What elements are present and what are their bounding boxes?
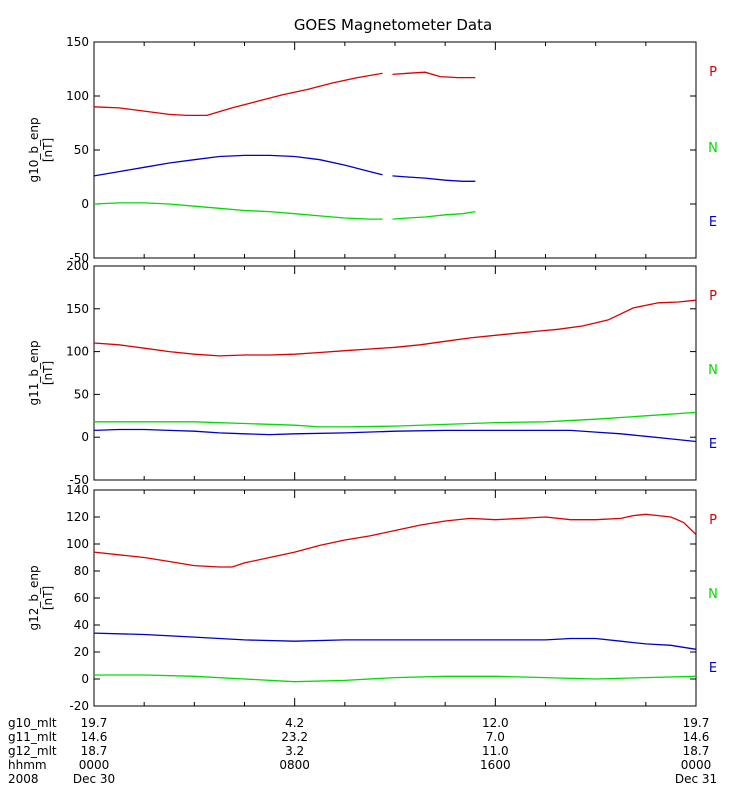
y-axis-unit: [nT] bbox=[41, 361, 55, 385]
x-tick-value: 4.2 bbox=[285, 716, 304, 730]
x-tick-value: 14.6 bbox=[81, 730, 108, 744]
x-tick-value: 1600 bbox=[480, 758, 511, 772]
x-tick-value: 19.7 bbox=[683, 716, 710, 730]
series-line-n bbox=[94, 674, 696, 683]
y-tick-label: 200 bbox=[66, 259, 89, 273]
y-tick-label: 50 bbox=[74, 143, 89, 157]
x-tick-value: 12.0 bbox=[482, 716, 509, 730]
x-tick-value: 11.0 bbox=[482, 744, 509, 758]
chart-title: GOES Magnetometer Data bbox=[294, 16, 492, 34]
y-axis-unit: [nT] bbox=[41, 138, 55, 162]
component-label-n: N bbox=[708, 141, 718, 156]
plot-frame bbox=[93, 489, 697, 707]
y-tick-label: 40 bbox=[74, 618, 89, 632]
y-tick-label: 0 bbox=[81, 672, 89, 686]
series-line-e bbox=[94, 154, 383, 177]
y-tick-label: 150 bbox=[66, 35, 89, 49]
component-label-e: E bbox=[709, 437, 717, 452]
panel-3: -20 0 20 40 60 80 100 120 140 g12_b_enp [nT] P N E bbox=[27, 483, 718, 713]
plot-frame bbox=[93, 265, 697, 481]
y-tick-label: 0 bbox=[81, 430, 89, 444]
y-tick-label: 100 bbox=[66, 89, 89, 103]
series-line-n bbox=[94, 411, 696, 428]
component-label-p: P bbox=[709, 289, 717, 304]
y-tick-label: -50 bbox=[69, 251, 89, 265]
y-tick-label: 100 bbox=[66, 345, 89, 359]
x-tick-value: 18.7 bbox=[81, 744, 108, 758]
y-axis-label: g11_b_enp bbox=[27, 340, 41, 405]
series-line-n bbox=[392, 210, 476, 220]
series-line-p bbox=[94, 72, 383, 117]
panel-2: -50 0 50 100 150 200 g11_b_enp [nT] P N E bbox=[27, 259, 718, 487]
x-row-label: g11_mlt bbox=[8, 730, 57, 744]
series-line-p bbox=[392, 71, 476, 79]
component-label-n: N bbox=[708, 587, 718, 602]
component-label-e: E bbox=[709, 215, 717, 230]
component-label-p: P bbox=[709, 65, 717, 80]
x-tick-value: 14.6 bbox=[683, 730, 710, 744]
x-tick-value: Dec 30 bbox=[73, 772, 115, 786]
y-tick-label: 140 bbox=[66, 483, 89, 497]
series-line-e bbox=[392, 175, 476, 182]
x-tick-value: Dec 31 bbox=[675, 772, 717, 786]
y-tick-label: 50 bbox=[74, 387, 89, 401]
y-axis-unit: [nT] bbox=[41, 586, 55, 610]
component-label-n: N bbox=[708, 363, 718, 378]
x-tick-value: 0000 bbox=[79, 758, 110, 772]
x-tick-value: 0000 bbox=[681, 758, 712, 772]
series-line-n bbox=[94, 202, 383, 220]
x-row-label: g12_mlt bbox=[8, 744, 57, 758]
y-tick-label: 80 bbox=[74, 564, 89, 578]
x-row-label: g10_mlt bbox=[8, 716, 57, 730]
x-tick-value: 18.7 bbox=[683, 744, 710, 758]
x-tick-value: 0800 bbox=[279, 758, 310, 772]
series-line-e bbox=[94, 632, 696, 650]
series-line-p bbox=[94, 513, 696, 568]
panel-1: -50 0 50 100 150 g10_b_enp [nT] P N E bbox=[27, 35, 718, 265]
y-axis-label: g10_b_enp bbox=[27, 117, 41, 182]
component-label-e: E bbox=[709, 661, 717, 676]
x-tick-value: 23.2 bbox=[281, 730, 308, 744]
series-line-p bbox=[94, 299, 696, 357]
y-axis-label: g12_b_enp bbox=[27, 565, 41, 630]
y-tick-label: 150 bbox=[66, 302, 89, 316]
x-tick-value: 3.2 bbox=[285, 744, 304, 758]
y-tick-label: 120 bbox=[66, 510, 89, 524]
y-tick-label: -50 bbox=[69, 473, 89, 487]
x-row-label: hhmm bbox=[8, 758, 47, 772]
y-tick-label: -20 bbox=[69, 699, 89, 713]
x-axis-labels: g10_mltg11_mltg12_mlthhmm200819.714.618.… bbox=[8, 716, 717, 786]
x-row-label: 2008 bbox=[8, 772, 39, 786]
series-line-e bbox=[94, 428, 696, 443]
x-tick-value: 19.7 bbox=[81, 716, 108, 730]
y-tick-label: 60 bbox=[74, 591, 89, 605]
y-tick-label: 0 bbox=[81, 197, 89, 211]
x-tick-value: 7.0 bbox=[486, 730, 505, 744]
y-tick-label: 20 bbox=[74, 645, 89, 659]
y-tick-label: 100 bbox=[66, 537, 89, 551]
component-label-p: P bbox=[709, 513, 717, 528]
